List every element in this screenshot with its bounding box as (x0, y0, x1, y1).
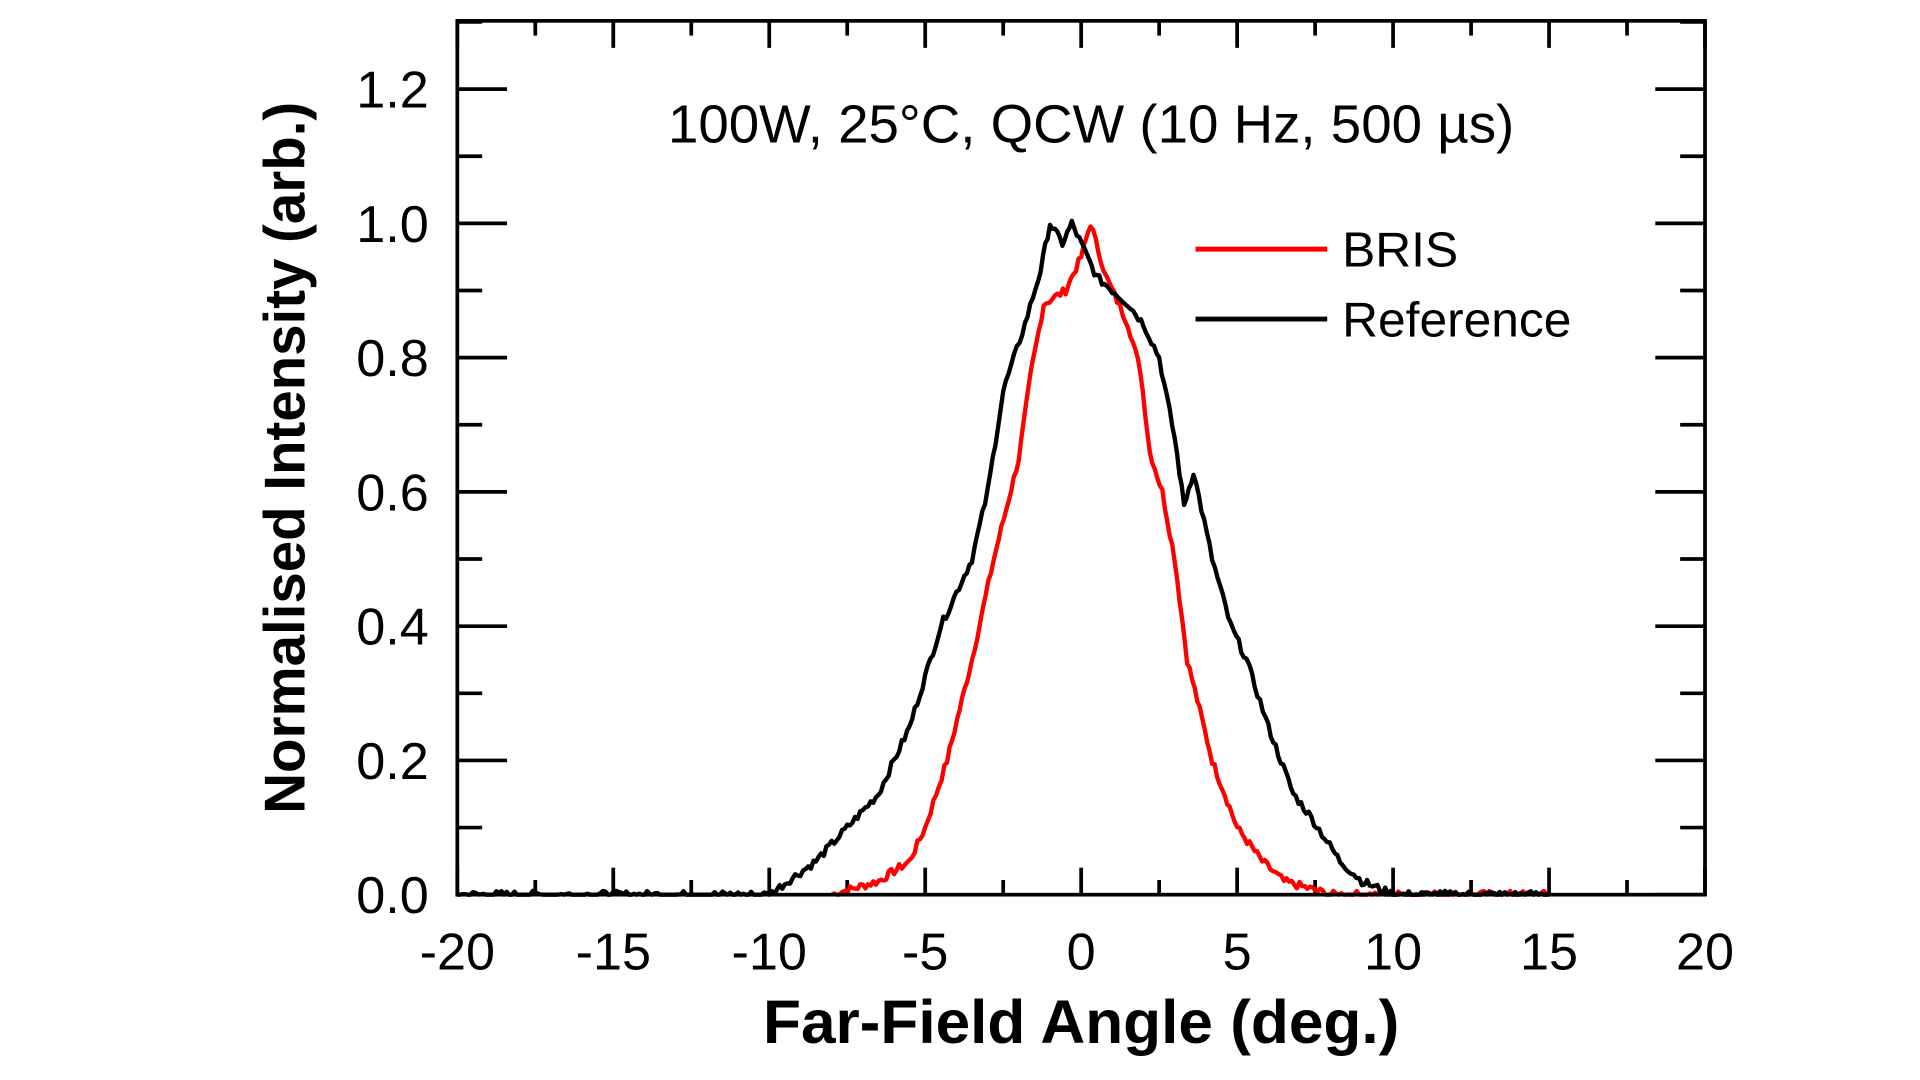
x-tick-label: 20 (1676, 923, 1734, 981)
x-tick-label: -20 (420, 923, 495, 981)
axis-ticks: -20 -15 -10 -5 0 5 10 15 20 0.0 0.2 0.4 0.6 0.8 1.0 1.2 (356, 20, 1734, 981)
x-tick-label: -10 (732, 923, 807, 981)
x-tick-label: 10 (1364, 923, 1422, 981)
y-tick-label: 1.0 (356, 195, 429, 253)
x-tick-label: -15 (576, 923, 651, 981)
legend-label-bris: BRIS (1342, 223, 1458, 278)
chart-annotation: 100W, 25°C, QCW (10 Hz, 500 µs) (668, 94, 1514, 155)
legend: BRIS Reference (1195, 223, 1571, 348)
x-tick-label: 15 (1520, 923, 1578, 981)
y-tick-label: 0.6 (356, 464, 429, 522)
y-axis-label: Normalised Intensity (arb.) (254, 102, 317, 814)
x-tick-label: 5 (1223, 923, 1252, 981)
y-tick-label: 1.2 (356, 61, 429, 119)
legend-label-reference: Reference (1342, 293, 1571, 348)
y-tick-label: 0.2 (356, 732, 429, 790)
x-tick-label: -5 (902, 923, 948, 981)
y-tick-label: 0.0 (356, 866, 429, 924)
plot-frame (455, 19, 1707, 897)
y-tick-label: 0.4 (356, 598, 429, 656)
x-axis-label: Far-Field Angle (deg.) (763, 989, 1399, 1058)
y-tick-label: 0.8 (356, 329, 429, 387)
x-tick-label: 0 (1067, 923, 1096, 981)
